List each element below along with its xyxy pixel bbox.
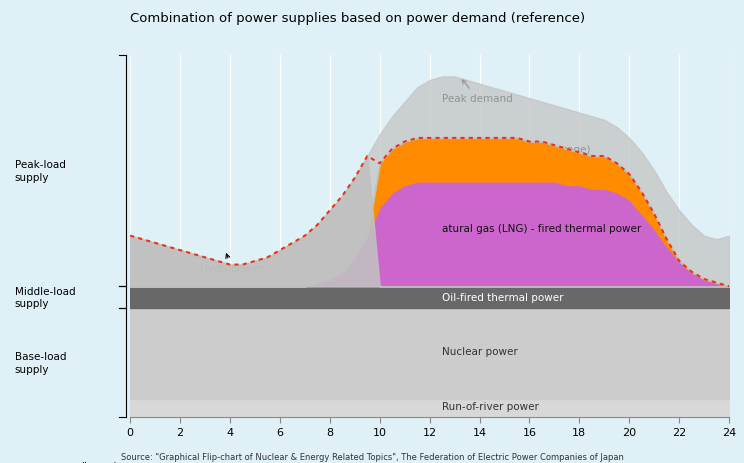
- Text: Peak demand: Peak demand: [442, 80, 513, 104]
- Text: Combination of power supplies based on power demand (reference): Combination of power supplies based on p…: [130, 12, 586, 25]
- Text: (hours): (hours): [80, 460, 118, 463]
- Text: atural gas (LNG) - fired thermal power: atural gas (LNG) - fired thermal power: [442, 224, 641, 234]
- Text: Run-of-river power: Run-of-river power: [442, 401, 539, 411]
- Text: Peak-load
supply: Peak-load supply: [15, 160, 65, 182]
- Text: Source: "Graphical Flip-chart of Nuclear & Energy Related Topics", The Federatio: Source: "Graphical Flip-chart of Nuclear…: [121, 452, 623, 461]
- Text: Base-load
supply: Base-load supply: [15, 351, 66, 374]
- Text: Oil-fired thermal power: Oil-fired thermal power: [442, 293, 564, 302]
- Text: Middle-load
supply: Middle-load supply: [15, 286, 75, 309]
- Text: Nuclear power: Nuclear power: [442, 347, 518, 357]
- Text: Hydropower: Hydropower: [200, 254, 263, 274]
- Text: Hydropower (Pumped-storage): Hydropower (Pumped-storage): [430, 144, 590, 155]
- Text: Oil-fired thermal power: Oil-fired thermal power: [430, 166, 551, 176]
